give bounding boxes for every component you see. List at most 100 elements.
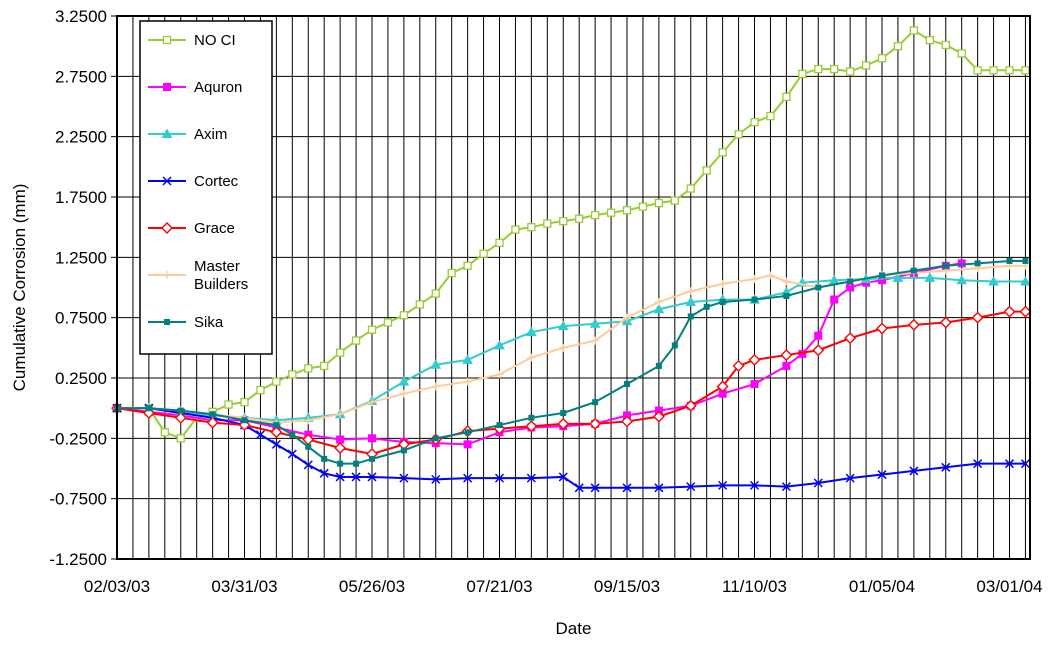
y-tick-label: 3.2500	[55, 7, 107, 26]
data-point-no-ci	[893, 42, 903, 51]
data-point-sika	[464, 429, 471, 436]
data-point-no-ci	[1021, 66, 1030, 75]
y-tick-label: 1.7500	[55, 188, 107, 207]
data-point-no-ci	[590, 210, 600, 220]
y-tick-label: 0.7500	[55, 309, 107, 328]
data-point-cortec	[654, 483, 664, 493]
data-point-cortec	[526, 473, 536, 483]
plot-area-frame	[116, 15, 1031, 560]
data-point-cortec	[255, 430, 265, 440]
legend-marker-sika	[164, 319, 170, 325]
data-point-sika	[400, 447, 407, 454]
legend-item-no-ci: NO CI	[148, 32, 236, 49]
series-no-ci	[112, 26, 1030, 443]
data-point-sika	[879, 272, 886, 279]
data-point-grace	[716, 380, 729, 393]
y-tick-label: 2.2500	[55, 128, 107, 147]
data-point-cortec	[622, 483, 632, 493]
legend-marker-master-builders	[163, 271, 171, 279]
data-point-sika	[1006, 257, 1013, 264]
data-point-no-ci	[845, 67, 855, 76]
y-tick-label: 0.2500	[55, 369, 107, 388]
data-point-cortec	[973, 459, 983, 469]
data-point-grace	[206, 416, 219, 429]
data-point-no-ci	[718, 148, 727, 157]
x-tick-label: 03/31/03	[211, 577, 277, 596]
data-point-grace	[270, 426, 283, 439]
legend-item-cortec: Cortec	[148, 173, 239, 190]
data-point-cortec	[813, 478, 823, 488]
data-point-sika	[273, 422, 280, 429]
data-point-aquron	[463, 440, 472, 449]
data-point-no-ci	[877, 54, 887, 63]
data-point-sika	[1022, 257, 1029, 264]
data-point-no-ci	[320, 361, 329, 371]
data-point-sika	[815, 284, 822, 291]
data-point-cortec	[749, 480, 760, 490]
data-point-sika	[337, 460, 344, 467]
data-point-cortec	[1020, 459, 1030, 469]
data-point-aquron	[336, 435, 345, 444]
data-point-no-ci	[830, 64, 839, 74]
data-point-no-ci	[654, 198, 664, 208]
data-point-cortec	[877, 470, 887, 480]
x-axis-ticks: 02/03/03 03/31/03 05/26/03 07/21/03 09/15/03…	[84, 577, 1043, 596]
legend-item-axim: Axim	[148, 126, 227, 143]
data-point-no-ci	[909, 26, 919, 35]
data-point-no-ci	[941, 40, 950, 50]
data-point-no-ci	[351, 336, 361, 345]
data-point-no-ci	[798, 69, 807, 79]
data-point-no-ci	[861, 61, 871, 70]
data-point-axim	[557, 320, 569, 331]
data-point-aquron	[368, 434, 377, 443]
data-point-cortec	[303, 460, 313, 470]
data-point-cortec	[494, 473, 505, 483]
data-point-sika	[145, 405, 152, 412]
data-point-master-builders	[463, 377, 472, 386]
data-point-sika	[655, 362, 662, 369]
data-point-no-ci	[1005, 66, 1014, 75]
data-point-sika	[432, 435, 439, 442]
data-point-axim	[685, 296, 697, 306]
legend-label-line: Master	[194, 258, 240, 275]
data-point-cortec	[574, 483, 584, 493]
series-layer	[111, 26, 1032, 493]
data-point-grace	[684, 399, 697, 412]
series-grace	[111, 305, 1032, 461]
data-point-no-ci	[495, 238, 504, 248]
data-point-aquron	[750, 380, 759, 389]
legend-label-aquron: Aquron	[194, 79, 242, 96]
data-point-axim	[892, 272, 904, 282]
data-point-grace	[907, 318, 920, 331]
data-point-sika	[592, 399, 599, 406]
data-point-sika	[369, 455, 376, 462]
data-point-no-ci	[288, 370, 297, 379]
data-point-no-ci	[335, 348, 345, 357]
legend-label-master-builders: Master Builders	[194, 258, 248, 293]
data-point-grace	[780, 349, 793, 362]
data-point-cortec	[463, 473, 473, 483]
data-point-cortec	[590, 483, 600, 493]
data-point-cortec	[781, 482, 791, 492]
data-point-grace	[971, 311, 984, 324]
data-point-no-ci	[431, 289, 440, 298]
data-point-sika	[560, 409, 567, 416]
data-point-sika	[496, 422, 503, 429]
data-point-no-ci	[973, 66, 982, 75]
legend-item-sika: Sika	[148, 314, 224, 331]
data-point-no-ci	[814, 64, 823, 74]
data-point-cortec	[271, 439, 281, 449]
data-point-grace	[732, 359, 745, 372]
data-point-no-ci	[686, 184, 695, 193]
data-point-master-builders	[591, 336, 600, 345]
legend: NO CI Aquron Axim Cortec Grace Master Builders…	[139, 20, 273, 355]
data-point-master-builders	[766, 271, 775, 280]
data-point-master-builders	[623, 313, 632, 322]
data-point-no-ci	[367, 325, 377, 334]
data-point-no-ci	[957, 49, 966, 58]
data-point-cortec	[431, 474, 441, 484]
data-point-master-builders	[559, 343, 568, 352]
data-point-grace	[876, 322, 888, 335]
x-tick-label: 01/05/04	[849, 577, 915, 596]
